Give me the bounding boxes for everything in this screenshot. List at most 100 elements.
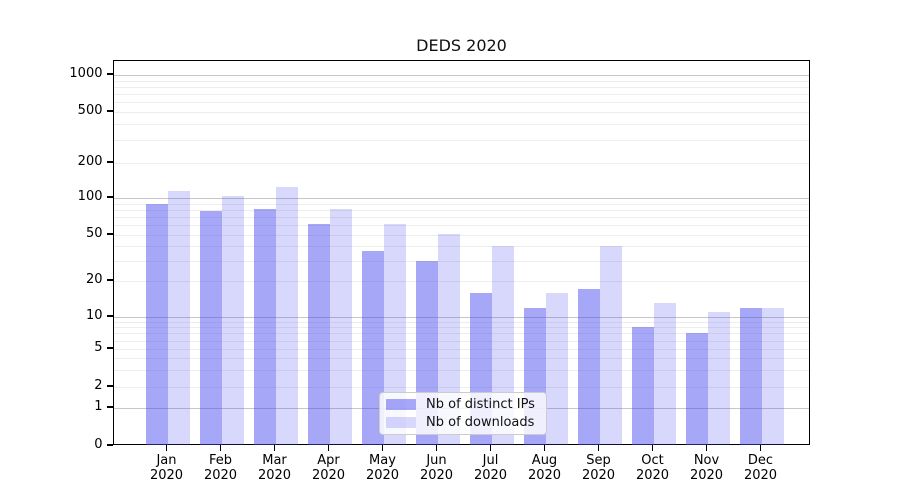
x-tick-label: Nov 2020 xyxy=(679,453,735,483)
x-tick-label: Mar 2020 xyxy=(247,453,303,483)
bar-downloads-nov xyxy=(707,312,730,445)
x-axis-tick xyxy=(219,445,222,451)
y-tick-label: 1000 xyxy=(69,66,103,81)
y-tick-label: 50 xyxy=(85,226,103,241)
x-axis-tick xyxy=(381,445,384,451)
bar-distinct-ips-nov xyxy=(685,333,708,445)
x-tick-year: 2020 xyxy=(311,468,346,483)
x-tick-year: 2020 xyxy=(473,468,508,483)
gridline-minor xyxy=(114,340,809,342)
x-tick-label: Oct 2020 xyxy=(625,453,681,483)
y-tick-label: 5 xyxy=(94,340,103,355)
x-tick-month: Jun xyxy=(426,453,447,468)
gridline-minor xyxy=(114,80,809,82)
y-axis-tick xyxy=(106,444,113,446)
bar-downloads-dec xyxy=(761,307,784,445)
gridline-minor xyxy=(114,246,809,248)
x-tick-label: Apr 2020 xyxy=(301,453,357,483)
bar-downloads-apr xyxy=(329,208,352,445)
x-tick-label: Aug 2020 xyxy=(517,453,573,483)
bar-distinct-ips-apr xyxy=(307,223,330,445)
y-tick-label: 100 xyxy=(77,189,103,204)
y-axis-tick xyxy=(106,161,113,163)
x-tick-label: Feb 2020 xyxy=(193,453,249,483)
x-tick-month: Oct xyxy=(641,453,664,468)
gridline-minor xyxy=(114,86,809,88)
bar-downloads-jun xyxy=(437,233,460,445)
gridline-minor xyxy=(114,225,809,227)
x-axis-tick xyxy=(435,445,438,451)
x-tick-month: Sep xyxy=(586,453,611,468)
x-tick-year: 2020 xyxy=(527,468,562,483)
legend-swatch-distinct-ips-icon xyxy=(386,399,416,410)
y-tick-label: 20 xyxy=(85,272,103,287)
bar-distinct-ips-may xyxy=(361,251,384,445)
bar-distinct-ips-mar xyxy=(253,209,276,445)
x-tick-month: Aug xyxy=(531,453,558,468)
y-tick-label: 2 xyxy=(94,378,103,393)
chart-title: DEDS 2020 xyxy=(416,36,507,55)
x-tick-year: 2020 xyxy=(581,468,616,483)
bar-downloads-may xyxy=(383,224,406,445)
gridline-minor xyxy=(114,140,809,142)
legend-item-distinct-ips: Nb of distinct IPs xyxy=(386,397,538,412)
x-tick-year: 2020 xyxy=(149,468,184,483)
bar-downloads-oct xyxy=(653,303,676,445)
bar-downloads-jan xyxy=(167,191,190,445)
y-tick-label: 500 xyxy=(77,103,103,118)
x-tick-year: 2020 xyxy=(689,468,724,483)
x-tick-year: 2020 xyxy=(743,468,778,483)
legend-item-downloads: Nb of downloads xyxy=(386,415,538,430)
x-tick-year: 2020 xyxy=(203,468,238,483)
gridline-minor xyxy=(114,163,809,164)
x-axis-tick xyxy=(705,445,708,451)
gridline-major xyxy=(114,198,809,199)
bar-distinct-ips-dec xyxy=(739,307,762,445)
gridline-minor xyxy=(114,260,809,262)
gridline-major xyxy=(114,75,809,76)
bar-downloads-feb xyxy=(221,196,244,445)
y-axis-tick xyxy=(106,315,113,317)
x-axis-tick xyxy=(651,445,654,451)
legend-label-downloads: Nb of downloads xyxy=(426,415,535,430)
x-axis-tick xyxy=(489,445,492,451)
gridline-minor xyxy=(114,387,809,388)
x-axis-tick xyxy=(327,445,330,451)
x-tick-year: 2020 xyxy=(635,468,670,483)
gridline-minor xyxy=(114,321,809,323)
x-tick-year: 2020 xyxy=(365,468,400,483)
gridline-major xyxy=(114,317,809,318)
x-tick-label: Jun 2020 xyxy=(409,453,465,483)
x-tick-label: Sep 2020 xyxy=(571,453,627,483)
gridline-minor xyxy=(114,333,809,335)
y-axis-tick xyxy=(106,233,113,235)
gridline-minor xyxy=(114,349,809,350)
gridline-minor xyxy=(114,102,809,104)
gridline-minor xyxy=(114,217,809,219)
bar-distinct-ips-jan xyxy=(145,204,168,445)
x-tick-month: Apr xyxy=(317,453,340,468)
y-axis-tick xyxy=(106,385,113,387)
gridline-minor xyxy=(114,112,809,113)
x-tick-month: May xyxy=(369,453,396,468)
gridline-minor xyxy=(114,203,809,205)
x-tick-month: Feb xyxy=(208,453,233,468)
x-tick-month: Mar xyxy=(262,453,287,468)
x-tick-year: 2020 xyxy=(419,468,454,483)
bar-distinct-ips-oct xyxy=(631,327,654,445)
gridline-minor xyxy=(114,124,809,126)
plot-area xyxy=(113,60,810,445)
y-axis-tick xyxy=(106,406,113,408)
bar-distinct-ips-sep xyxy=(577,289,600,445)
x-axis-tick xyxy=(165,445,168,451)
gridline-minor xyxy=(114,370,809,372)
x-tick-month: Nov xyxy=(693,453,720,468)
y-tick-label: 200 xyxy=(77,154,103,169)
y-axis-tick xyxy=(106,110,113,112)
y-axis-tick xyxy=(106,347,113,349)
x-tick-month: Jan xyxy=(156,453,177,468)
x-tick-month: Dec xyxy=(747,453,774,468)
legend: Nb of distinct IPs Nb of downloads xyxy=(379,392,547,435)
x-tick-label: Jan 2020 xyxy=(139,453,195,483)
